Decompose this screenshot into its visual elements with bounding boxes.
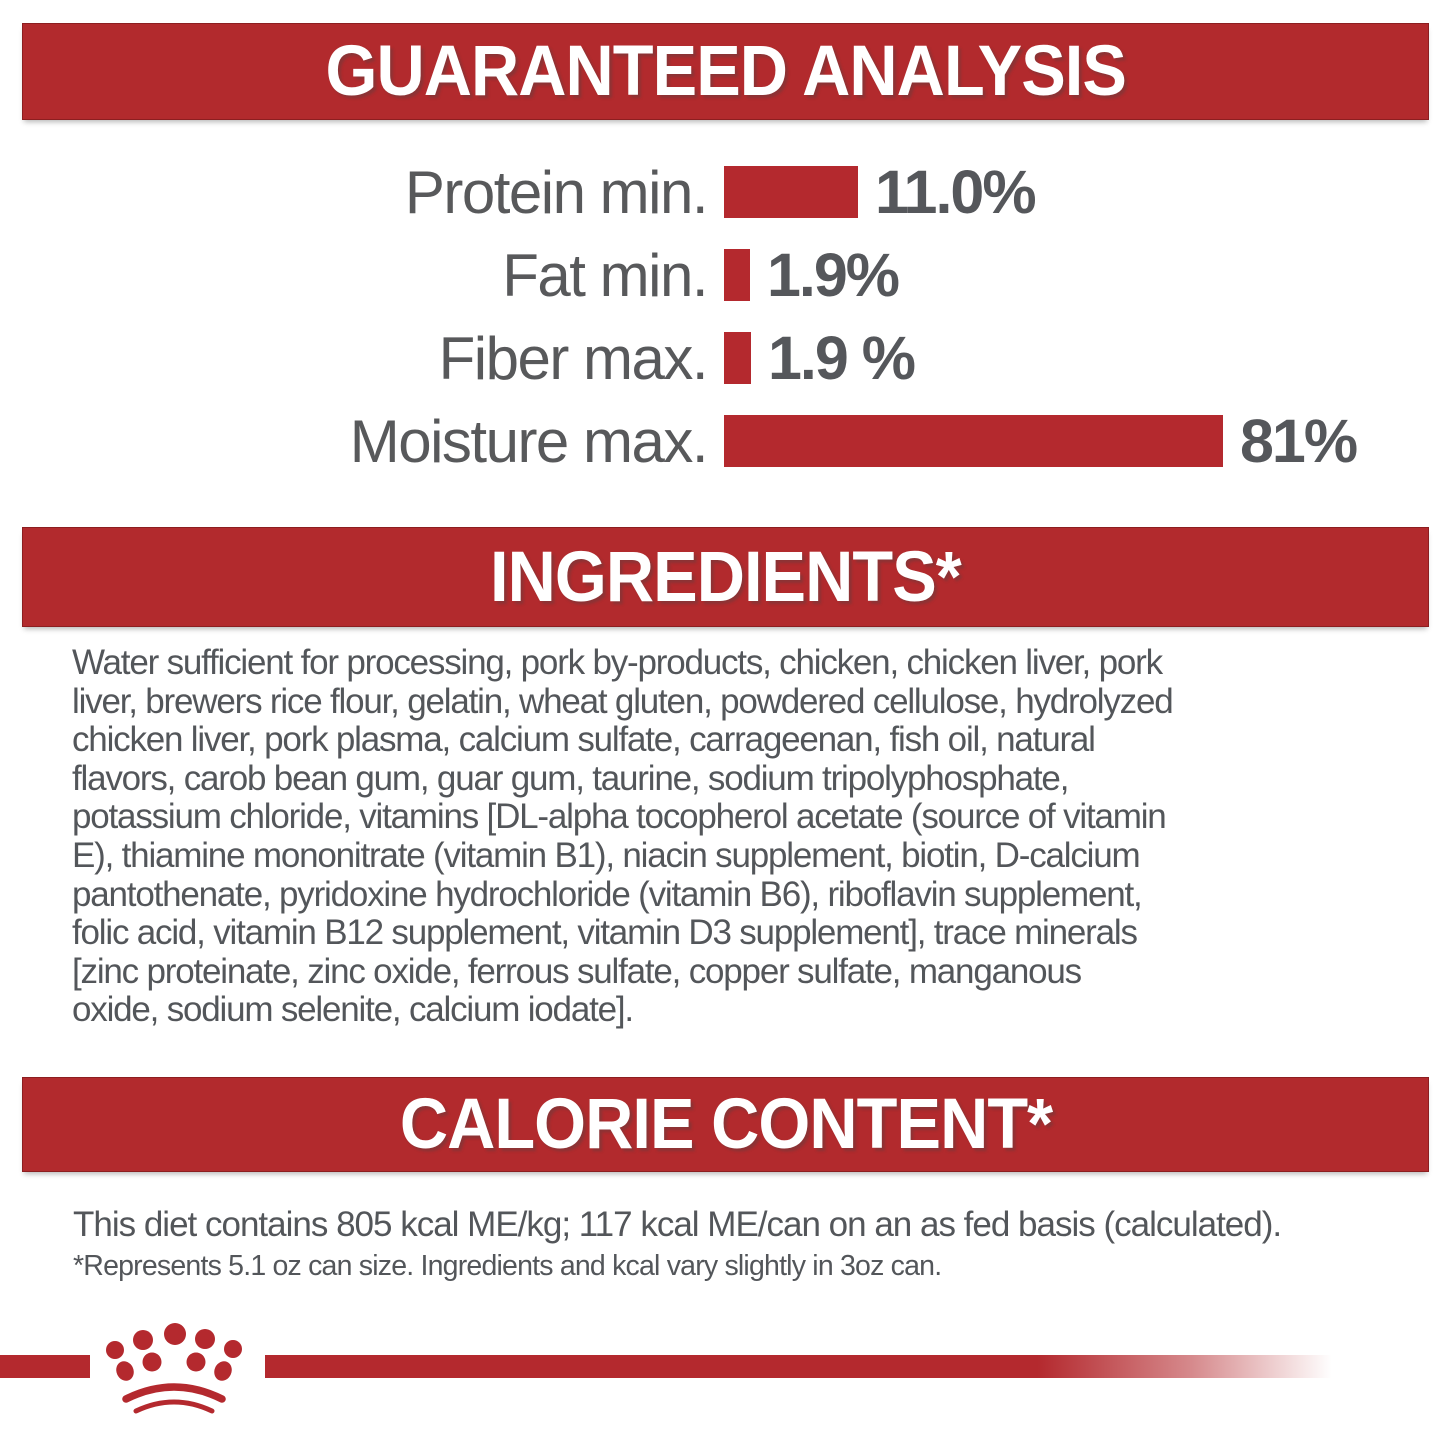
bar-value: 81% [1240, 407, 1358, 475]
bar [724, 332, 751, 384]
guaranteed-analysis-bar-chart: Protein min. 11.0% Fat min. 1.9% Fiber max. 1… [0, 158, 1445, 498]
bar [724, 249, 750, 301]
ingredients-text: Water sufficient for processing, pork by… [72, 643, 1174, 1030]
bar-value: 11.0% [875, 158, 1037, 226]
bar-value: 1.9% [767, 241, 900, 309]
bar-value: 1.9 % [768, 324, 916, 392]
calorie-content-text: This diet contains 805 kcal ME/kg; 117 k… [73, 1205, 1282, 1244]
calorie-content-title: CALORIE CONTENT* [399, 1085, 1052, 1164]
chart-row: Fat min. 1.9% [0, 241, 1445, 309]
ingredients-banner: INGREDIENTS* [22, 527, 1429, 627]
royal-canin-crown-icon [106, 1323, 242, 1414]
ingredients-title: INGREDIENTS* [490, 537, 962, 617]
bar-label: Moisture max. [349, 407, 709, 475]
bar [724, 415, 1223, 467]
chart-row: Fiber max. 1.9 % [0, 324, 1445, 392]
guaranteed-analysis-banner: GUARANTEED ANALYSIS [22, 23, 1429, 120]
guaranteed-analysis-title: GUARANTEED ANALYSIS [325, 32, 1126, 111]
calorie-content-banner: CALORIE CONTENT* [22, 1077, 1429, 1172]
bar-label: Protein min. [404, 158, 709, 226]
chart-row: Protein min. 11.0% [0, 158, 1445, 226]
bar-label: Fat min. [502, 241, 708, 309]
chart-row: Moisture max. 81% [0, 407, 1445, 475]
bar-label: Fiber max. [438, 324, 709, 392]
brand-stripe-divider [0, 1355, 1402, 1378]
bar [724, 166, 858, 218]
calorie-content-footnote: *Represents 5.1 oz can size. Ingredients… [73, 1250, 942, 1282]
